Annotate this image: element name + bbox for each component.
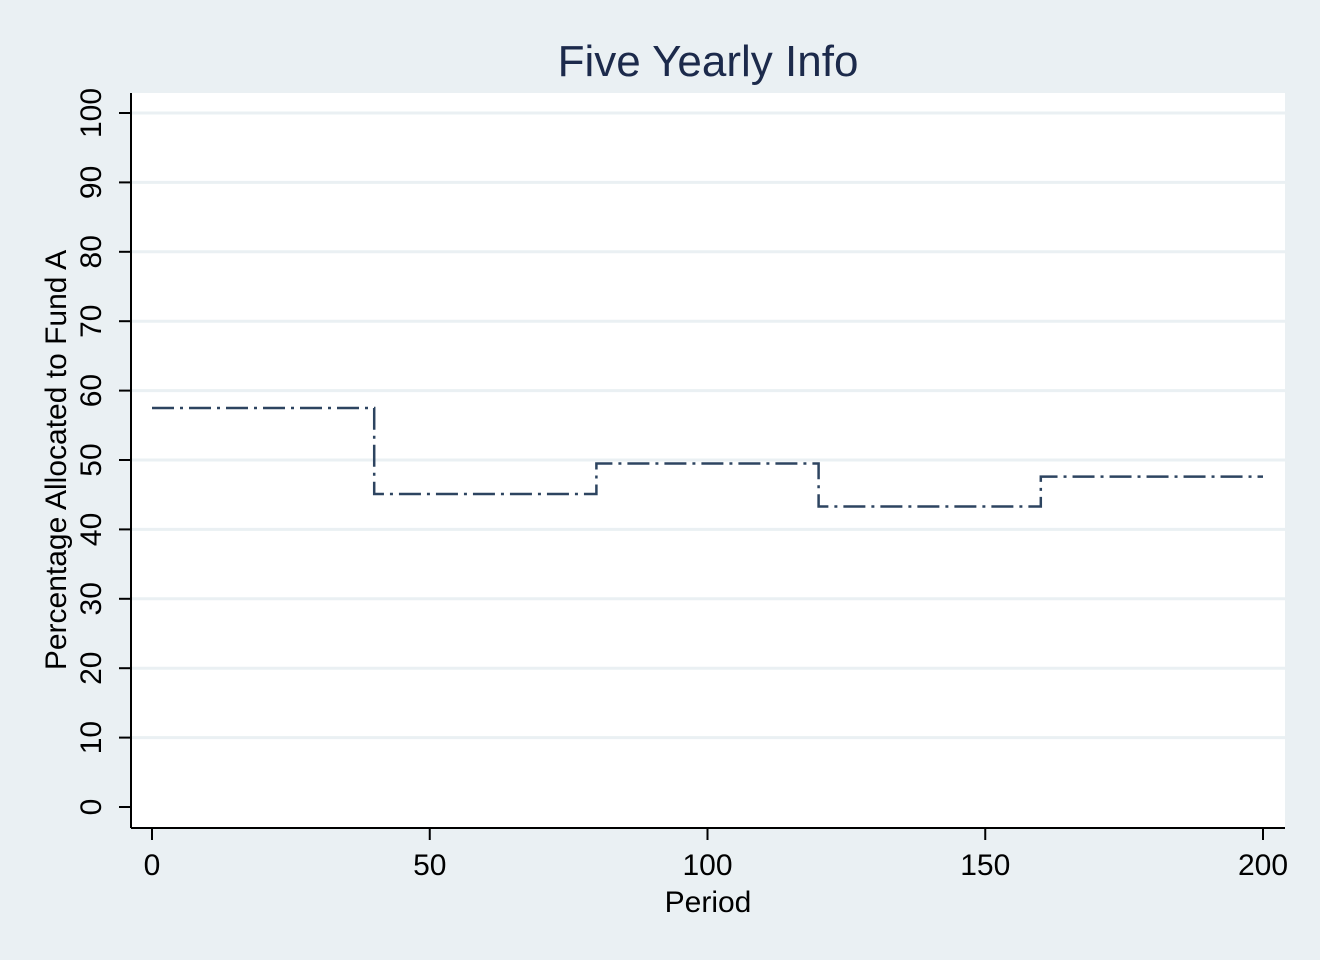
y-tick-label: 90: [75, 166, 108, 199]
series-layer: [152, 406, 1263, 508]
series-line: [152, 406, 1263, 508]
y-tick-label: 40: [75, 513, 108, 546]
axes: 0 10 20 30 40 50 60 70 80 90 100 0 50 100 150 200: [75, 88, 1288, 882]
y-tick-label: 0: [75, 799, 108, 816]
chart-title: Five Yearly Info: [558, 37, 859, 86]
x-tick-label: 100: [682, 849, 732, 882]
x-tick-label: 50: [413, 849, 446, 882]
y-tick-label: 60: [75, 374, 108, 407]
y-tick-label: 30: [75, 582, 108, 615]
y-tick-label: 100: [75, 88, 108, 138]
gridlines: [131, 111, 1285, 740]
x-axis-label: Period: [665, 886, 752, 919]
y-tick-label: 50: [75, 443, 108, 476]
y-tick-label: 20: [75, 652, 108, 685]
x-tick-label: 0: [144, 849, 161, 882]
y-tick-label: 10: [75, 721, 108, 754]
x-tick-label: 150: [960, 849, 1010, 882]
y-axis-label: Percentage Allocated to Fund A: [40, 250, 73, 670]
x-tick-label: 200: [1238, 849, 1288, 882]
y-tick-label: 80: [75, 235, 108, 268]
y-tick-label: 70: [75, 305, 108, 338]
